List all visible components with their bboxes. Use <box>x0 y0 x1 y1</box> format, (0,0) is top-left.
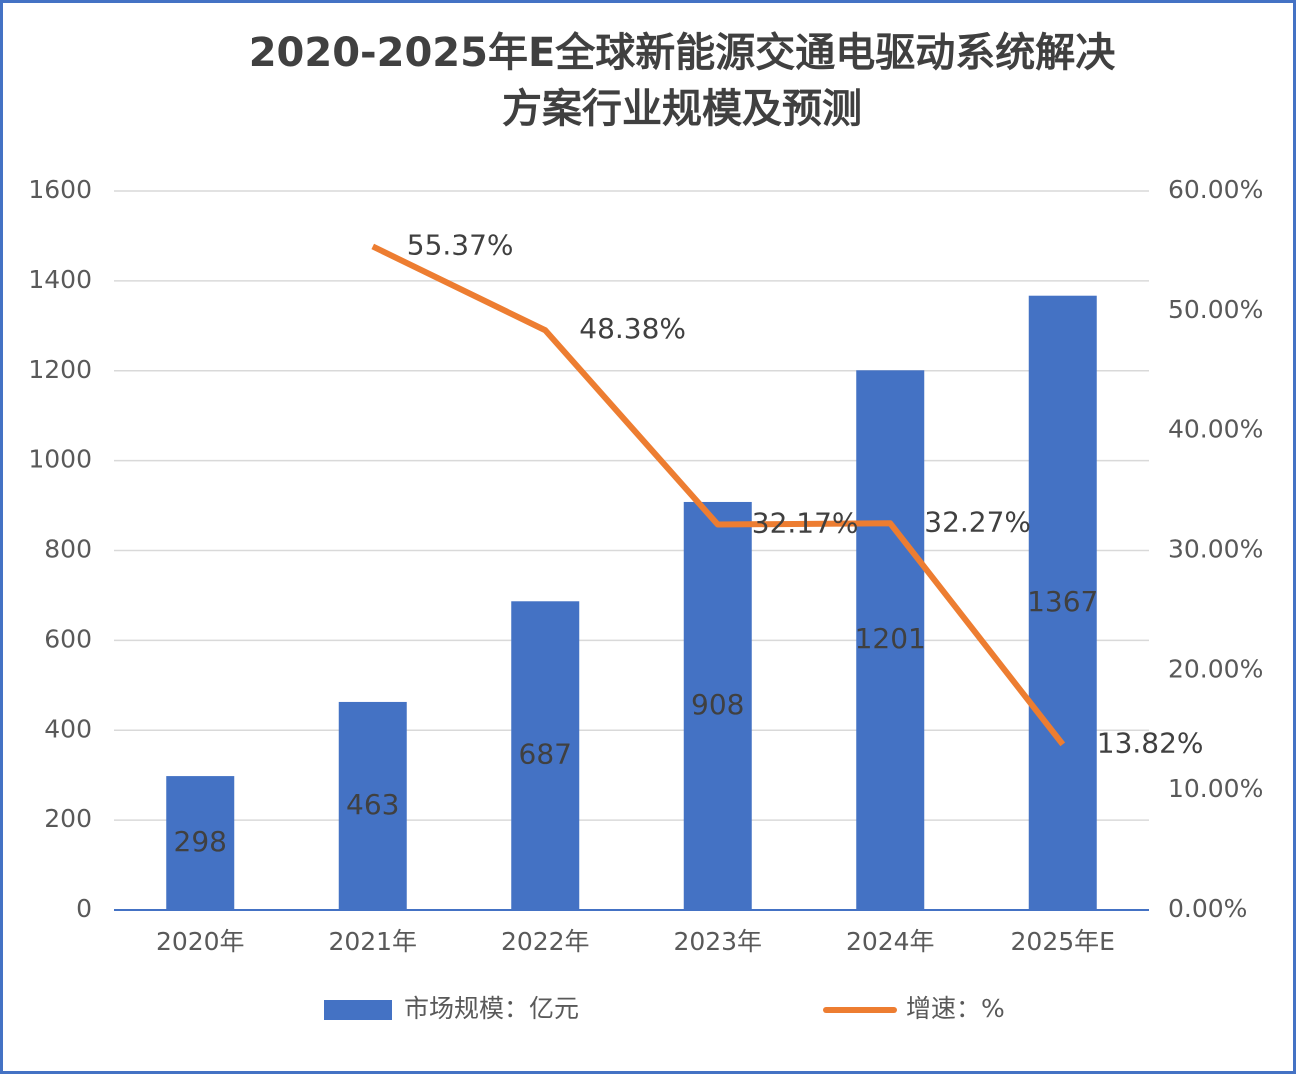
x-tick-label: 2022年 <box>501 927 590 956</box>
y-tick-label: 0 <box>76 894 92 923</box>
bar <box>856 370 925 910</box>
bar <box>683 501 752 910</box>
y-tick-label: 200 <box>44 804 92 833</box>
x-tick-label: 2024年 <box>846 927 935 956</box>
bar <box>338 701 407 910</box>
bar <box>511 601 580 910</box>
chart-title: 2020-2025年E全球新能源交通电驱动系统解决 <box>249 30 1116 76</box>
y-tick-label: 400 <box>44 714 92 743</box>
bar <box>166 776 235 910</box>
data-label: 32.17% <box>752 506 859 539</box>
data-label: 687 <box>519 738 572 771</box>
y-tick-label: 1200 <box>28 355 92 384</box>
x-tick-label: 2020年 <box>156 927 245 956</box>
legend-label: 市场规模：亿元 <box>404 994 579 1023</box>
legend-swatch <box>324 1000 392 1020</box>
y-tick-label: 1600 <box>28 175 92 204</box>
bar <box>1028 295 1097 911</box>
y2-tick-label: 60.00% <box>1168 175 1263 204</box>
y2-tick-label: 0.00% <box>1168 894 1247 923</box>
y-tick-label: 1400 <box>28 265 92 294</box>
y2-tick-label: 10.00% <box>1168 774 1263 803</box>
legend-label: 增速：% <box>906 994 1005 1023</box>
y-tick-label: 600 <box>44 624 92 653</box>
chart-title: 方案行业规模及预测 <box>502 86 862 132</box>
y-tick-label: 800 <box>44 535 92 564</box>
data-label: 908 <box>691 688 744 721</box>
data-label: 1367 <box>1027 585 1098 618</box>
x-tick-label: 2023年 <box>673 927 762 956</box>
data-label: 55.37% <box>407 228 514 261</box>
y2-tick-label: 40.00% <box>1168 415 1263 444</box>
data-label: 298 <box>174 825 227 858</box>
x-tick-label: 2021年 <box>328 927 417 956</box>
data-label: 48.38% <box>579 312 686 345</box>
y2-tick-label: 20.00% <box>1168 654 1263 683</box>
data-label: 1201 <box>855 622 926 655</box>
x-tick-label: 2025年E <box>1011 927 1115 956</box>
data-label: 13.82% <box>1097 726 1204 759</box>
data-label: 32.27% <box>924 505 1031 538</box>
y-tick-label: 1000 <box>28 445 92 474</box>
y2-tick-label: 50.00% <box>1168 295 1263 324</box>
y2-tick-label: 30.00% <box>1168 535 1263 564</box>
line <box>371 243 1066 747</box>
data-label: 463 <box>346 788 399 821</box>
